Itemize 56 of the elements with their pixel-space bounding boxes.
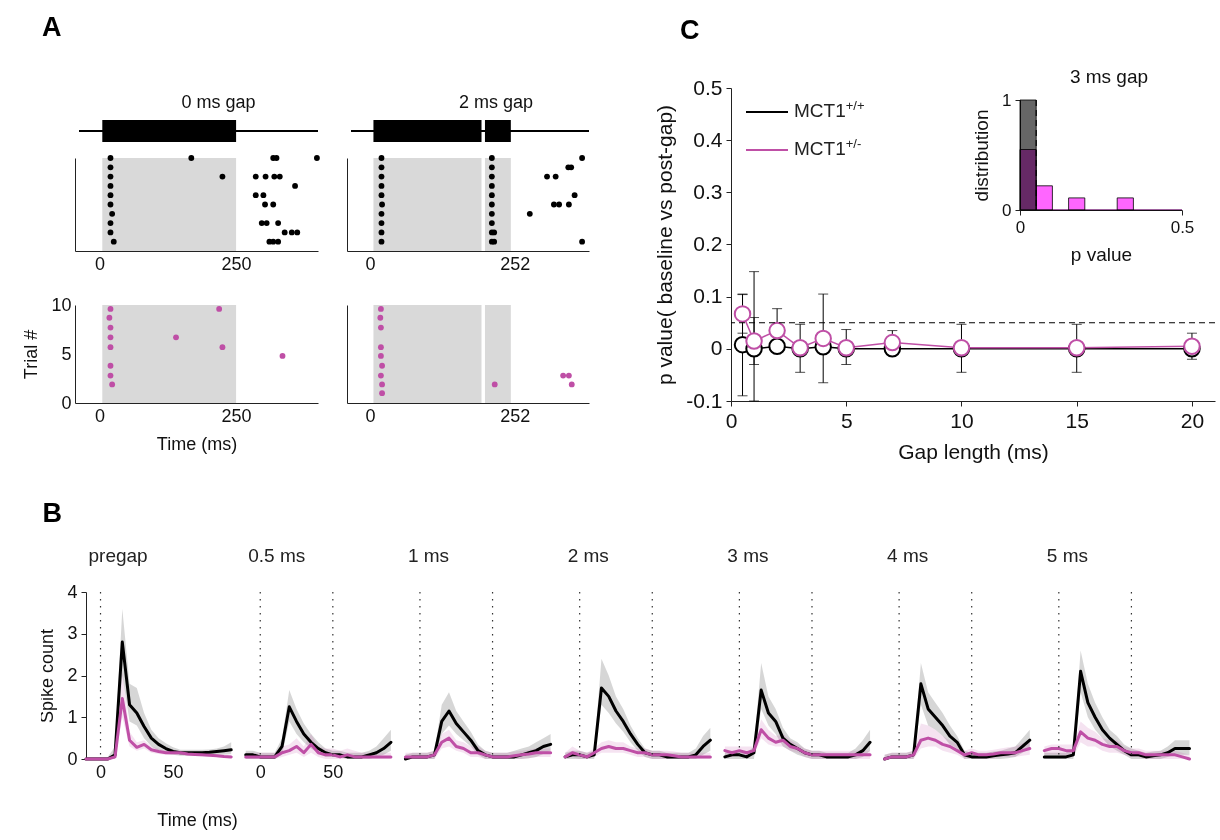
y-tick-label: 10 (51, 294, 72, 315)
chart-title: 3 ms gap (1069, 66, 1149, 87)
text: 2 ms (567, 545, 609, 567)
x-tick-label: 252 (500, 253, 531, 274)
y-tick-label: 0.4 (693, 127, 723, 151)
y-tick-label: 5 (61, 343, 72, 364)
chart-title: 0 ms gap (181, 92, 256, 113)
x-axis-title: Time (ms) (156, 433, 238, 454)
x-tick-label: 10 (950, 408, 974, 432)
x-tick-label: 250 (221, 253, 252, 274)
text: 3 ms (727, 545, 769, 567)
y-tick-label: 1 (66, 706, 77, 727)
y-tick-label: 3 (66, 623, 77, 644)
text: C (680, 15, 700, 46)
x-tick-label: 0 (95, 761, 106, 782)
y-tick-label: 0.2 (693, 232, 723, 255)
text: 1 ms (407, 545, 450, 567)
x-axis-title: Time (ms) (156, 809, 238, 830)
x-tick-label: 0 (95, 405, 106, 426)
x-tick-label: 0 (725, 408, 738, 432)
x-axis-title: Gap length (ms) (898, 439, 1049, 463)
x-tick-label: 5 (840, 408, 853, 432)
text: 5 ms (1046, 545, 1088, 567)
x-tick-label: 250 (221, 405, 252, 426)
y-tick-label: 4 (66, 581, 77, 602)
text: B (42, 498, 62, 529)
y-tick-label: 0 (66, 748, 77, 769)
text: 0.5 ms (248, 545, 306, 567)
x-tick-label: 0 (365, 253, 376, 274)
x-tick-label: 0 (255, 761, 266, 782)
x-tick-label: 15 (1065, 408, 1089, 432)
y-axis-title: Spike count (36, 628, 57, 724)
x-tick-label: 252 (500, 405, 531, 426)
x-tick-label: 20 (1180, 408, 1205, 432)
x-tick-label: 0 (365, 405, 376, 426)
y-tick-label: 1 (1002, 90, 1012, 110)
y-tick-label: 0 (61, 392, 72, 413)
text: 4 ms (887, 545, 929, 567)
y-axis-title: p value( baseline vs post-gap) (653, 104, 677, 386)
chart-title: 2 ms gap (458, 92, 534, 113)
y-tick-label: 2 (66, 665, 77, 685)
y-axis-title: Trial # (21, 329, 42, 380)
legend-label: MCT1$^{+/+}$ (794, 98, 865, 122)
y-tick-label: -0.1 (686, 388, 723, 412)
y-tick-label: 0.5 (693, 75, 723, 99)
y-axis-title: distribution (971, 109, 993, 202)
text: pregap (88, 545, 148, 567)
legend-label: MCT1$^{+/-}$ (794, 135, 862, 159)
x-tick-label: 50 (322, 761, 343, 782)
x-tick-label: 0 (95, 253, 106, 274)
x-axis-title: p value (1070, 243, 1133, 265)
text: A (42, 12, 62, 43)
y-tick-label: 0 (710, 336, 723, 360)
y-tick-label: 0.1 (693, 284, 723, 308)
x-tick-label: 50 (163, 761, 184, 782)
y-tick-label: 0.3 (693, 179, 723, 203)
